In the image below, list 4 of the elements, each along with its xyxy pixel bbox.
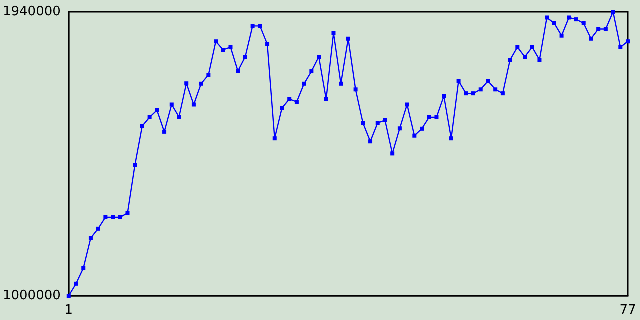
y-tick-label: 1000000	[2, 288, 61, 304]
x-tick-label: 1	[64, 303, 74, 318]
x-tick-label: 77	[620, 303, 636, 318]
y-tick-label: 1940000	[2, 4, 61, 20]
